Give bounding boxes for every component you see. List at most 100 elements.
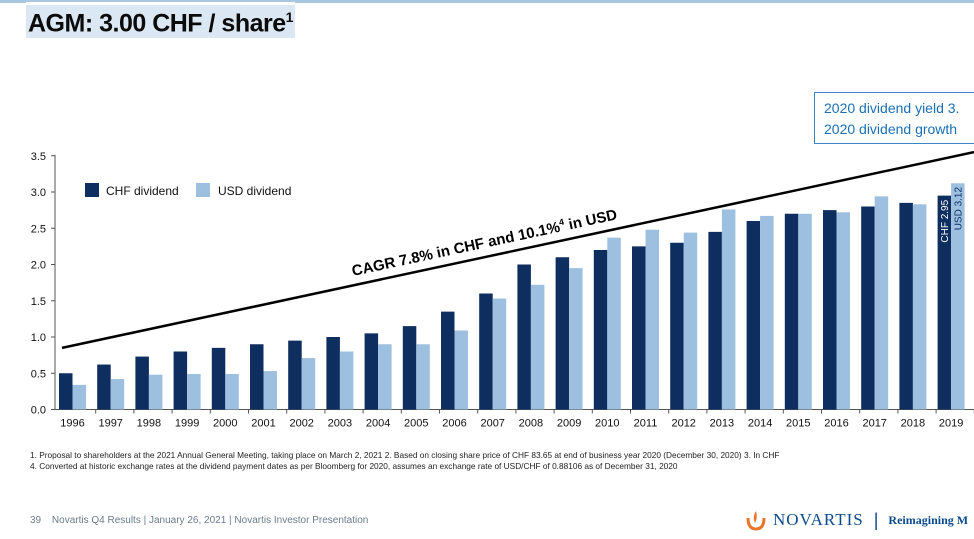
x-tick-label: 2012 [671, 418, 695, 430]
y-tick-label: 1.0 [31, 332, 46, 344]
novartis-flame-icon [746, 511, 766, 531]
usd-dividend-bar [378, 344, 392, 410]
chf-dividend-bar [632, 246, 646, 410]
y-tick-label: 1.5 [31, 296, 46, 308]
usd-dividend-bar [72, 384, 86, 410]
x-tick-label: 2019 [939, 418, 963, 430]
x-tick-label: 1996 [60, 418, 84, 430]
usd-dividend-bar [836, 212, 850, 410]
callout-yield: 2020 dividend yield 3. [824, 100, 960, 116]
x-tick-label: 2010 [595, 418, 619, 430]
x-tick-label: 2003 [328, 418, 352, 430]
x-tick-label: 2014 [748, 418, 772, 430]
top-rule [0, 0, 974, 3]
x-tick-label: 2011 [634, 418, 658, 430]
usd-dividend-bar [263, 371, 277, 410]
chf-dividend-bar [861, 206, 875, 410]
chf-dividend-bar [441, 311, 455, 410]
usd-dividend-bar [454, 330, 468, 410]
legend-chf-label: CHF dividend [106, 184, 179, 198]
chf-2019-label: CHF 2.95 [940, 199, 951, 242]
usd-dividend-bar [148, 374, 163, 410]
chf-dividend-bar [211, 347, 226, 410]
y-tick-label: 0.5 [31, 368, 46, 380]
usd-dividend-bar [874, 196, 889, 410]
chf-dividend-bar [670, 242, 684, 410]
dividend-callout-box: 2020 dividend yield 3. 2020 dividend gro… [814, 92, 974, 144]
x-tick-label: 2002 [289, 418, 313, 430]
y-tick-label: 2.0 [31, 260, 46, 272]
chf-dividend-bar [173, 351, 188, 410]
page-title: AGM: 3.00 CHF / share1 [26, 2, 295, 39]
chf-dividend-bar [288, 340, 302, 410]
usd-dividend-bar [225, 373, 239, 410]
title-text: AGM: 3.00 CHF / share [28, 9, 286, 38]
y-tick-label: 3.5 [31, 151, 46, 163]
chf-dividend-bar [517, 264, 531, 410]
footnote-line-1: 1. Proposal to shareholders at the 2021 … [30, 450, 780, 460]
usd-dividend-bar [530, 284, 545, 410]
y-tick-label: 3.0 [31, 187, 46, 199]
usd-dividend-bar [645, 229, 659, 410]
novartis-logo: NOVARTIS | Reimagining M [745, 509, 968, 531]
usd-2019-label: USD 3.12 [953, 187, 964, 231]
usd-dividend-bar [569, 268, 583, 410]
chf-dividend-bar [899, 202, 913, 410]
cagr-footnote-marker: 4 [558, 217, 565, 228]
logo-wordmark: NOVARTIS [773, 510, 864, 529]
chf-dividend-bar [364, 333, 379, 410]
logo-separator: | [873, 509, 879, 530]
x-tick-label: 2013 [710, 418, 734, 430]
chf-dividend-bar [326, 337, 340, 410]
x-tick-label: 2017 [862, 418, 886, 430]
title-footnote-marker: 1 [285, 9, 294, 25]
legend-usd-label: USD dividend [218, 184, 291, 198]
x-tick-label: 1999 [175, 418, 199, 430]
dividend-bar-chart: 0.0 0.5 1.0 1.5 2.0 2.5 3.0 3.5 1996 1997 1998 1999… [31, 151, 974, 430]
usd-dividend-bar [798, 213, 812, 410]
x-tick-label: 2018 [901, 418, 925, 430]
chf-dividend-bar [937, 195, 952, 410]
x-tick-label: 2006 [442, 418, 466, 430]
x-tick-label: 2015 [786, 418, 810, 430]
usd-dividend-bar [912, 204, 927, 410]
usd-dividend-bar [301, 358, 316, 410]
x-tick-label: 2009 [557, 418, 581, 430]
x-tick-label: 1998 [137, 418, 161, 430]
x-tick-label: 2001 [251, 418, 275, 430]
x-tick-label: 2000 [213, 418, 237, 430]
footnote-line-2: 4. Converted at historic exchange rates … [30, 461, 678, 471]
chf-dividend-bar [250, 344, 264, 410]
chf-dividend-bar [97, 364, 111, 410]
x-tick-label: 2005 [404, 418, 428, 430]
usd-dividend-bar [760, 215, 774, 410]
x-tick-label: 2008 [519, 418, 543, 430]
legend-usd-swatch [196, 183, 210, 197]
chf-dividend-bar [402, 326, 417, 410]
legend-chf-swatch [85, 183, 99, 197]
footer-text: Novartis Q4 Results | January 26, 2021 |… [51, 515, 369, 526]
chf-dividend-bar [135, 356, 149, 410]
usd-dividend-bar [683, 232, 698, 410]
chf-dividend-bar [593, 250, 608, 410]
usd-dividend-bar [951, 183, 965, 410]
y-tick-label: 2.5 [31, 223, 46, 235]
usd-dividend-bar [607, 237, 621, 410]
usd-dividend-bar [339, 351, 354, 410]
chf-dividend-bar [59, 373, 73, 410]
slide-footer: 39 Novartis Q4 Results | January 26, 202… [30, 515, 368, 526]
chf-dividend-bar [479, 293, 493, 410]
logo-tagline: Reimagining M [888, 512, 969, 527]
x-tick-label: 2007 [480, 418, 504, 430]
usd-dividend-bar [187, 373, 201, 410]
x-tick-label: 2004 [366, 418, 390, 430]
chf-dividend-bar [784, 213, 799, 410]
usd-dividend-bar [721, 209, 736, 410]
page-number: 39 [30, 515, 42, 526]
x-tick-label: 2016 [824, 418, 848, 430]
chf-dividend-bar [708, 231, 722, 410]
usd-dividend-bar [110, 379, 125, 410]
usd-dividend-bar [416, 344, 430, 410]
chf-dividend-bar [555, 257, 570, 410]
x-tick-label: 1997 [98, 418, 122, 430]
